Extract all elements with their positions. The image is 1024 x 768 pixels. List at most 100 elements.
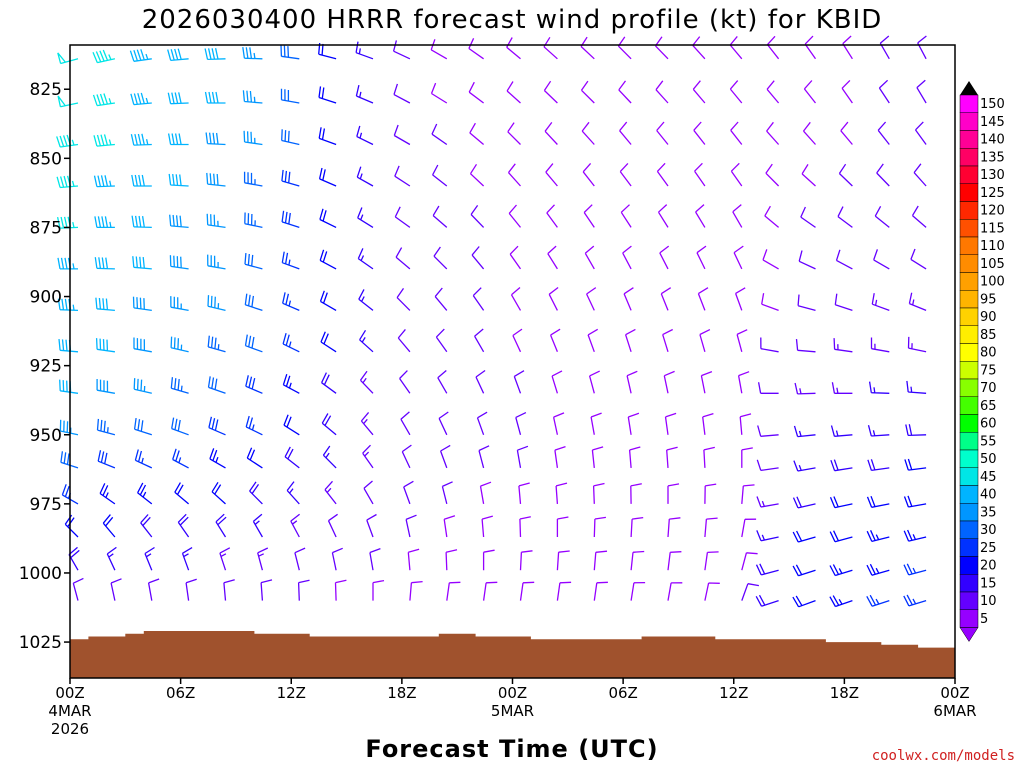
wind-barb: [102, 514, 116, 538]
colorbar-label: 60: [980, 417, 997, 432]
y-tick-label: 900: [30, 288, 62, 308]
wind-barb: [207, 335, 226, 353]
wind-barb: [732, 204, 743, 228]
wind-barb: [431, 123, 448, 146]
wind-barb: [481, 515, 493, 538]
wind-barb: [704, 551, 719, 571]
wind-barb: [281, 169, 300, 187]
wind-barb: [438, 411, 449, 436]
wind-barb: [168, 173, 189, 187]
colorbar-label: 70: [980, 381, 997, 396]
wind-barb: [318, 167, 337, 187]
wind-barb: [734, 287, 746, 311]
wind-barb: [363, 480, 374, 505]
wind-barb: [877, 121, 890, 145]
wind-barb: [704, 582, 720, 601]
wind-barb: [369, 547, 381, 571]
wind-barb: [206, 172, 226, 187]
wind-barb: [866, 594, 890, 607]
colorbar-swatch: [959, 538, 979, 557]
wind-barb: [556, 550, 570, 571]
wind-barb: [360, 411, 374, 436]
wind-barb: [829, 595, 853, 608]
wind-barb: [131, 174, 152, 187]
wind-barb: [97, 450, 116, 469]
wind-barb: [741, 484, 755, 504]
wind-barb: [397, 328, 411, 353]
wind-barb: [757, 382, 779, 394]
wind-barb: [793, 460, 816, 472]
x-tick-label: 00Z: [55, 684, 84, 702]
colorbar-label: 95: [980, 292, 997, 307]
wind-barb: [246, 447, 263, 469]
colorbar-label: 40: [980, 488, 997, 503]
credit-text: coolwx.com/models: [872, 748, 1015, 764]
wind-barb: [133, 418, 153, 436]
wind-barb: [729, 80, 743, 104]
wind-barb: [627, 412, 640, 435]
wind-barb: [207, 376, 226, 394]
colorbar-swatch: [959, 556, 979, 575]
wind-barb: [766, 35, 780, 60]
wind-barb: [468, 38, 484, 60]
wind-barb: [471, 246, 485, 270]
wind-barb: [243, 130, 263, 146]
wind-barb: [794, 382, 816, 395]
speed-colorbar: 1501451401351301251201151101051009590858…: [959, 81, 1005, 642]
wind-barb: [903, 495, 927, 508]
x-tick-label: 6MAR: [933, 702, 976, 720]
wind-barb: [593, 581, 608, 601]
wind-barb: [482, 549, 495, 571]
wind-barb: [545, 163, 558, 187]
wind-barb: [622, 245, 632, 270]
wind-barb: [507, 122, 521, 145]
wind-barb: [297, 579, 310, 601]
wind-barb: [733, 245, 744, 270]
wind-barb: [167, 48, 189, 62]
wind-barb: [659, 245, 670, 270]
wind-barb: [837, 206, 853, 228]
wind-barb: [802, 121, 816, 145]
wind-barb: [903, 594, 927, 607]
colorbar-label: 25: [980, 541, 997, 556]
wind-barb: [96, 379, 116, 394]
wind-barb: [249, 481, 263, 505]
wind-barb: [478, 445, 490, 469]
wind-barb: [95, 297, 115, 312]
wind-barb: [409, 580, 423, 601]
wind-barb: [207, 254, 226, 270]
colorbar-swatch: [959, 414, 979, 433]
wind-barb: [133, 378, 152, 394]
y-tick-label: 975: [30, 495, 62, 515]
wind-barb: [174, 482, 190, 505]
x-tick-label: 12Z: [277, 684, 306, 702]
wind-barb: [518, 482, 530, 504]
wind-barb: [798, 250, 816, 270]
colorbar-swatch: [959, 307, 979, 326]
wind-barb: [207, 295, 226, 312]
wind-barb: [667, 582, 683, 601]
wind-barb: [630, 483, 642, 504]
colorbar-swatch: [959, 165, 979, 184]
wind-barb: [546, 204, 558, 228]
wind-barb: [704, 483, 717, 504]
wind-barb: [866, 563, 890, 576]
wind-barb: [468, 81, 484, 104]
x-axis-label: Forecast Time (UTC): [365, 735, 658, 763]
wind-barb: [211, 481, 226, 505]
wind-barb: [362, 444, 374, 469]
wind-barb: [57, 298, 79, 312]
wind-barb: [755, 563, 779, 576]
wind-barb: [903, 563, 927, 576]
wind-barb: [430, 82, 448, 104]
wind-barb: [506, 81, 521, 104]
wind-barb: [660, 287, 672, 311]
wind-barb: [185, 578, 197, 601]
wind-barb: [281, 129, 300, 146]
wind-barb: [321, 413, 337, 436]
colorbar-label: 5: [980, 612, 988, 627]
wind-barb: [131, 215, 152, 229]
wind-barb: [206, 213, 226, 229]
colorbar-label: 20: [980, 559, 997, 574]
wind-barb: [169, 255, 189, 270]
